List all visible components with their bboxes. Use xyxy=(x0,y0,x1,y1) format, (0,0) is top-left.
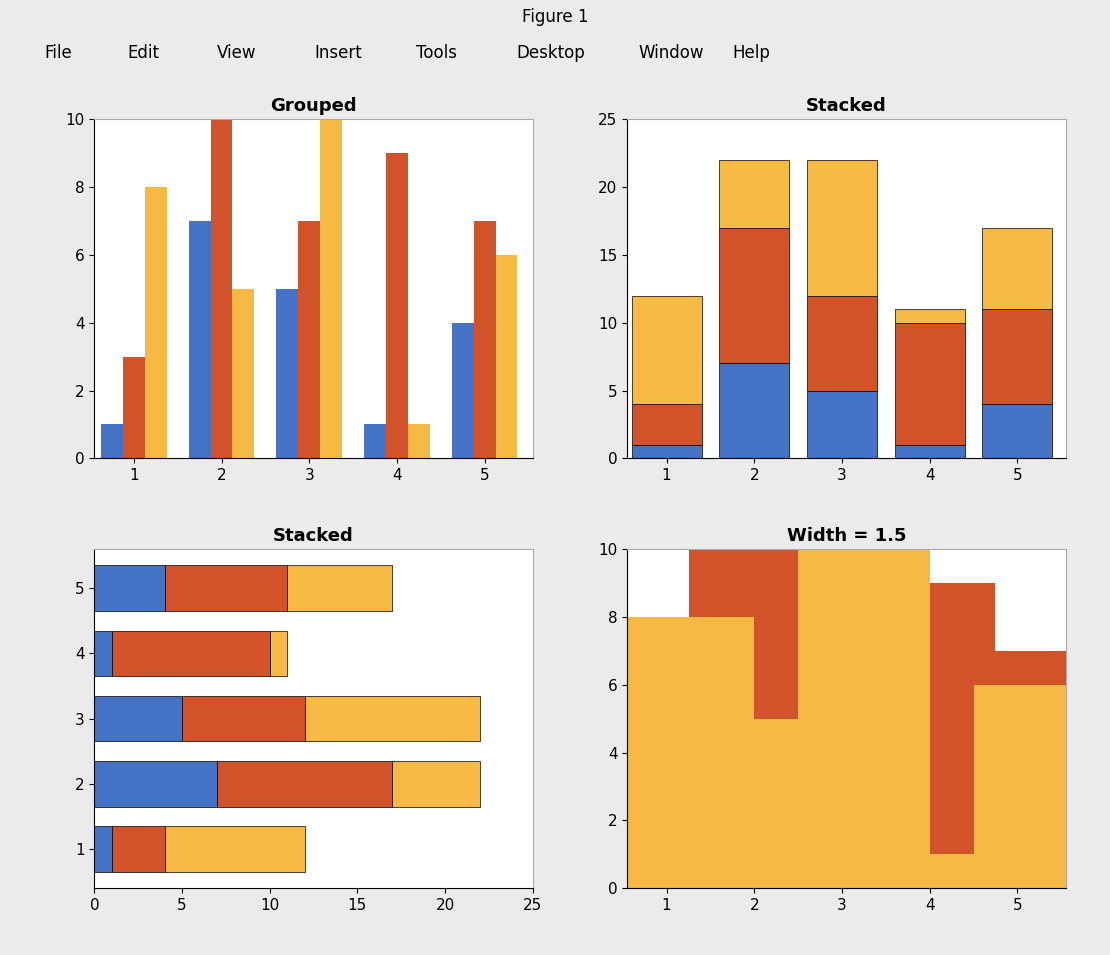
Bar xyxy=(211,119,232,458)
Bar xyxy=(189,221,211,458)
Bar xyxy=(632,296,702,404)
Text: Edit: Edit xyxy=(128,45,160,62)
Title: Width = 1.5: Width = 1.5 xyxy=(787,527,906,544)
Title: Grouped: Grouped xyxy=(270,97,357,115)
Bar xyxy=(632,404,702,445)
Bar xyxy=(895,445,965,458)
Text: File: File xyxy=(44,45,72,62)
Bar xyxy=(895,309,965,323)
Bar xyxy=(94,565,164,611)
Bar xyxy=(807,391,877,458)
Bar xyxy=(688,549,820,888)
Bar xyxy=(393,761,481,807)
Bar xyxy=(623,617,755,888)
Bar xyxy=(776,651,908,888)
Bar xyxy=(807,160,877,296)
Bar xyxy=(667,651,798,888)
Bar xyxy=(386,153,407,458)
Bar xyxy=(474,221,495,458)
Bar xyxy=(886,854,1018,888)
Bar xyxy=(982,228,1052,309)
Bar xyxy=(276,288,299,458)
Bar xyxy=(94,826,112,872)
Bar xyxy=(719,364,789,458)
Bar xyxy=(719,228,789,364)
Bar xyxy=(218,761,393,807)
Bar xyxy=(710,718,842,888)
Bar xyxy=(364,424,386,458)
Bar xyxy=(112,826,164,872)
Bar xyxy=(895,323,965,445)
Bar xyxy=(144,187,166,458)
Bar xyxy=(299,221,320,458)
Bar xyxy=(164,826,305,872)
Bar xyxy=(305,696,481,741)
Bar xyxy=(579,854,710,888)
Bar xyxy=(112,630,270,676)
Text: Window: Window xyxy=(638,45,704,62)
Bar xyxy=(320,119,342,458)
Text: Insert: Insert xyxy=(314,45,362,62)
Text: Figure 1: Figure 1 xyxy=(522,8,588,26)
Bar xyxy=(182,696,305,741)
Bar xyxy=(407,424,430,458)
Bar xyxy=(719,160,789,228)
Bar xyxy=(123,356,144,458)
Bar xyxy=(94,761,218,807)
Bar xyxy=(164,565,287,611)
Bar xyxy=(755,718,886,888)
Bar xyxy=(930,753,1061,888)
Bar xyxy=(982,309,1052,404)
Bar xyxy=(287,565,393,611)
Bar xyxy=(452,323,474,458)
Bar xyxy=(101,424,123,458)
Bar xyxy=(632,445,702,458)
Bar xyxy=(951,651,1083,888)
Text: Desktop: Desktop xyxy=(516,45,585,62)
Bar xyxy=(232,288,254,458)
Text: View: View xyxy=(216,45,256,62)
Bar xyxy=(94,696,182,741)
Bar xyxy=(973,685,1106,888)
Bar xyxy=(842,854,973,888)
Bar xyxy=(601,787,733,888)
Bar xyxy=(982,404,1052,458)
Bar xyxy=(270,630,287,676)
Bar xyxy=(495,255,517,458)
Title: Stacked: Stacked xyxy=(273,527,354,544)
Bar xyxy=(94,630,112,676)
Text: Help: Help xyxy=(733,45,770,62)
Bar xyxy=(798,549,930,888)
Bar xyxy=(807,296,877,391)
Bar xyxy=(864,583,996,888)
Text: Tools: Tools xyxy=(416,45,457,62)
Title: Stacked: Stacked xyxy=(806,97,887,115)
